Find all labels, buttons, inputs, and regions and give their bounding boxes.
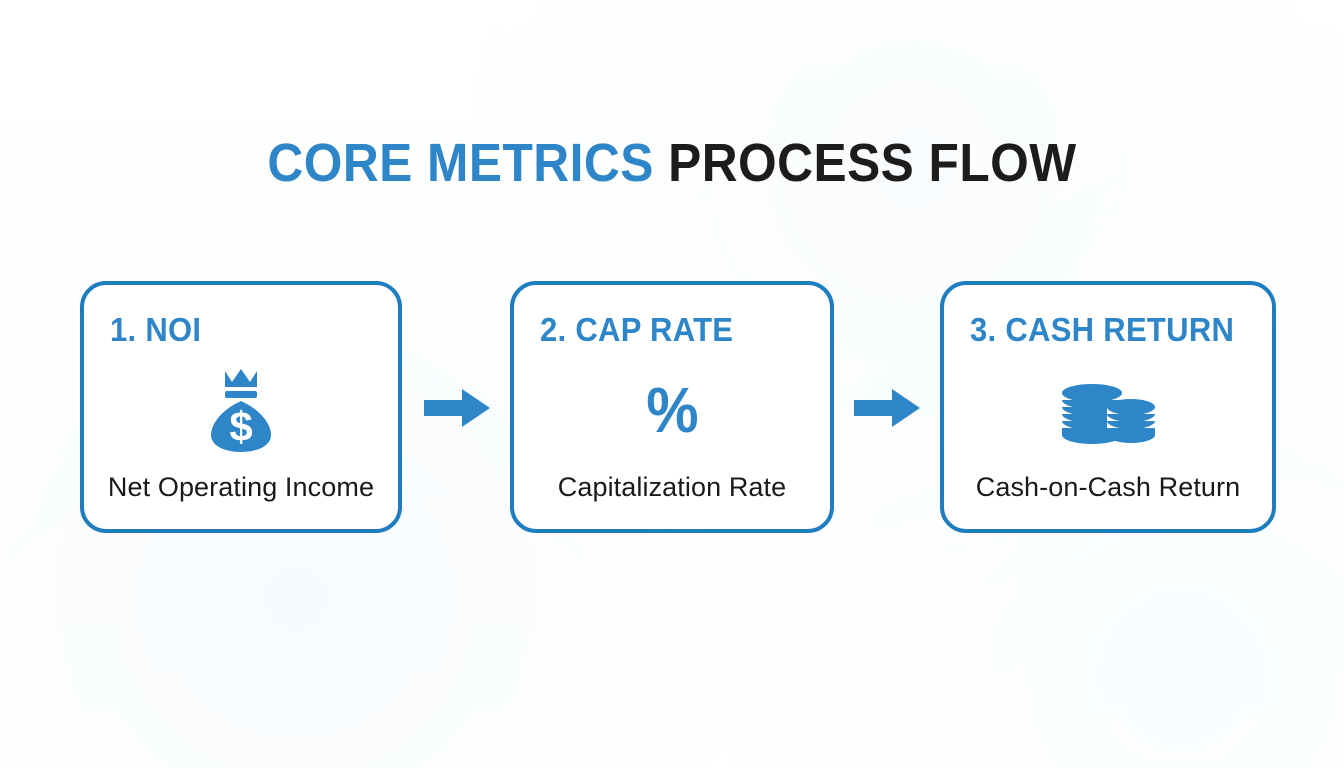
percent-icon: %: [645, 374, 699, 446]
page-title-accent: CORE METRICS: [267, 133, 654, 194]
step-card-caption: Cash-on-Cash Return: [975, 472, 1241, 502]
flow-arrow-2: [854, 389, 920, 427]
step-card-caption: Net Operating Income: [107, 472, 375, 502]
page-title: CORE METRICS PROCESS FLOW: [54, 132, 1290, 194]
arrow-right-icon: [854, 389, 920, 427]
step-card-noi[interactable]: 1. NOI $ Net Operating Income: [80, 281, 402, 533]
step-card-icon-wrap: $: [84, 367, 398, 453]
step-card-cap-rate[interactable]: 2. CAP RATE % Capitalization Rate: [510, 281, 834, 533]
page-title-secondary: PROCESS FLOW: [668, 133, 1077, 194]
step-card-heading: 3. CASH RETURN: [970, 311, 1235, 348]
svg-text:$: $: [229, 403, 252, 450]
money-bag-icon: $: [211, 369, 271, 452]
step-card-heading: 1. NOI: [110, 311, 202, 348]
arrow-right-icon: [424, 389, 490, 427]
coin-stacks-icon: [1062, 384, 1155, 444]
step-card-icon-wrap: [944, 367, 1272, 453]
step-card-heading: 2. CAP RATE: [540, 311, 734, 348]
step-card-cash-return[interactable]: 3. CASH RETURN: [940, 281, 1276, 533]
step-card-icon-wrap: %: [514, 367, 830, 453]
page-title-space: [654, 133, 668, 193]
flow-arrow-1: [424, 389, 490, 427]
step-card-caption: Capitalization Rate: [557, 472, 787, 502]
